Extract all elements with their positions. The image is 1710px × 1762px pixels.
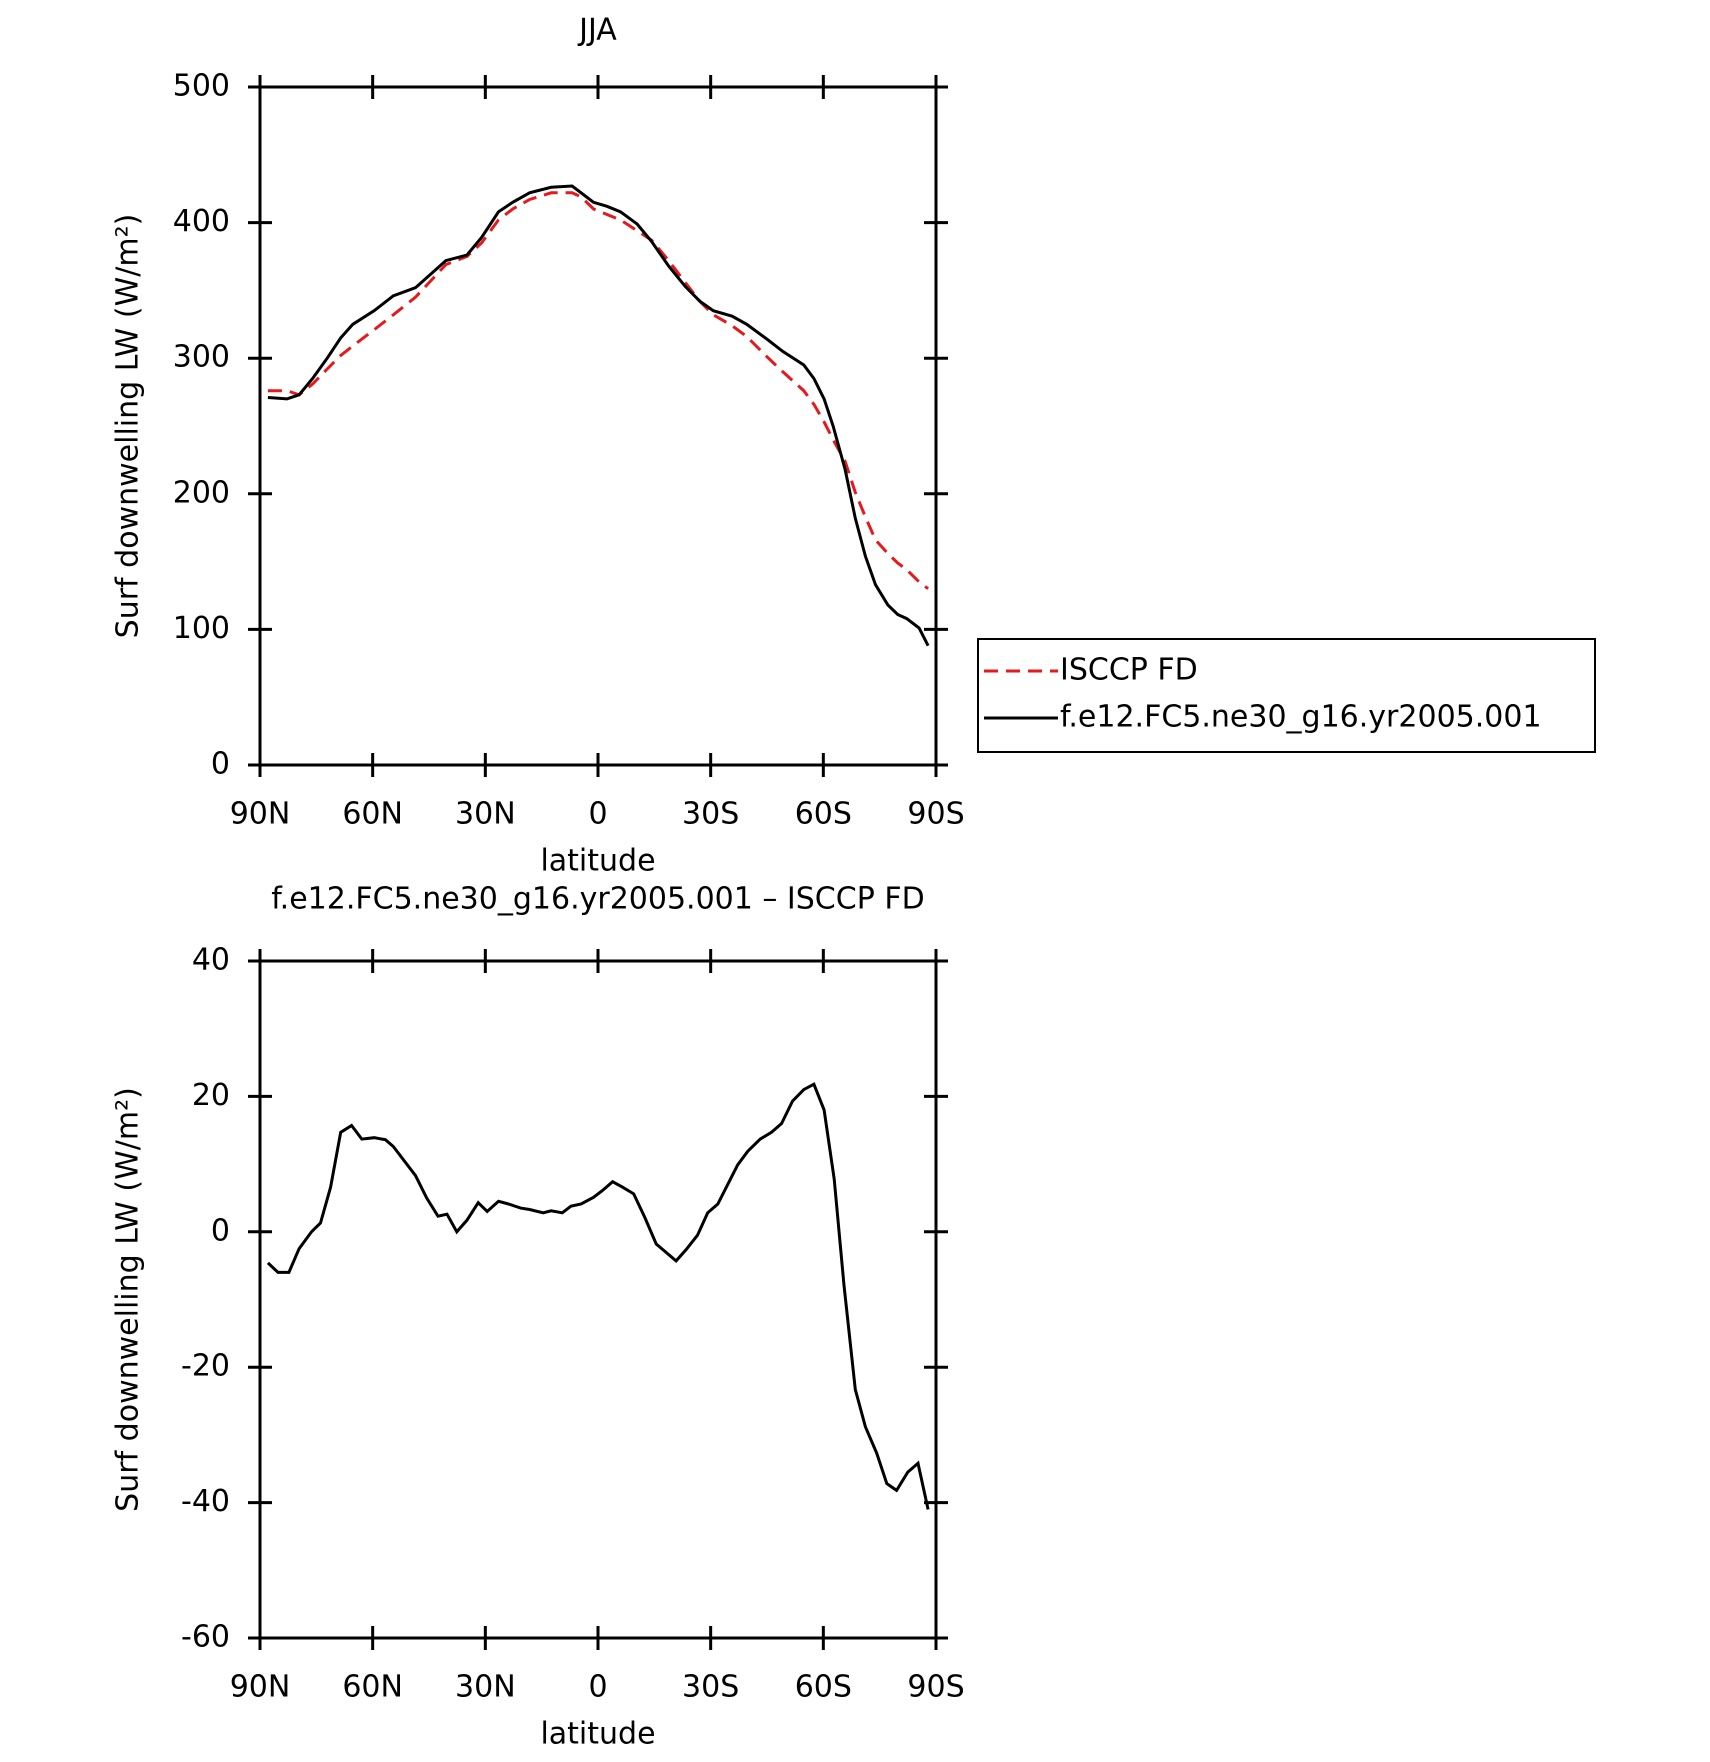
x-tick-label: 90N xyxy=(230,1670,291,1705)
y-tick-label: 400 xyxy=(173,204,230,239)
plot-frame xyxy=(258,959,938,1640)
y-axis-label: Surf downwelling LW (W/m²) xyxy=(111,214,146,639)
x-tick-label: 90S xyxy=(907,1670,964,1705)
series-line xyxy=(267,184,930,647)
x-tick-label: 0 xyxy=(588,797,607,832)
x-tick-label: 90S xyxy=(907,797,964,832)
x-axis-label: latitude xyxy=(540,844,655,879)
y-tick-label: 300 xyxy=(173,340,230,375)
y-tick-label: 200 xyxy=(173,475,230,510)
y-axis-label: Surf downwelling LW (W/m²) xyxy=(111,1087,146,1512)
x-tick-label: 30N xyxy=(455,797,516,832)
x-tick-label: 60N xyxy=(342,1670,403,1705)
x-tick-label: 30N xyxy=(455,1670,516,1705)
y-tick-label: 0 xyxy=(211,747,230,782)
x-tick-label: 60N xyxy=(342,797,403,832)
legend-label: ISCCP FD xyxy=(1060,653,1198,688)
y-tick-label: 40 xyxy=(192,943,230,978)
y-tick-label: 100 xyxy=(173,611,230,646)
x-tick-label: 90N xyxy=(230,797,291,832)
x-tick-label: 60S xyxy=(795,1670,852,1705)
y-tick-label: -60 xyxy=(181,1620,230,1655)
x-tick-label: 30S xyxy=(682,797,739,832)
y-tick-label: 0 xyxy=(211,1213,230,1248)
y-tick-label: 20 xyxy=(192,1078,230,1113)
y-tick-label: -40 xyxy=(181,1484,230,1519)
series-line xyxy=(267,191,930,590)
x-axis-label: latitude xyxy=(540,1717,655,1752)
x-tick-label: 60S xyxy=(795,797,852,832)
x-tick-label: 30S xyxy=(682,1670,739,1705)
series-line xyxy=(266,1082,930,1510)
legend-box xyxy=(977,638,1596,753)
y-tick-label: -20 xyxy=(181,1349,230,1384)
legend-label: f.e12.FC5.ne30_g16.yr2005.001 xyxy=(1060,700,1542,735)
chart-title: f.e12.FC5.ne30_g16.yr2005.001 – ISCCP FD xyxy=(271,882,924,917)
y-tick-label: 500 xyxy=(173,69,230,104)
chart-title: JJA xyxy=(577,13,617,48)
x-tick-label: 0 xyxy=(588,1670,607,1705)
